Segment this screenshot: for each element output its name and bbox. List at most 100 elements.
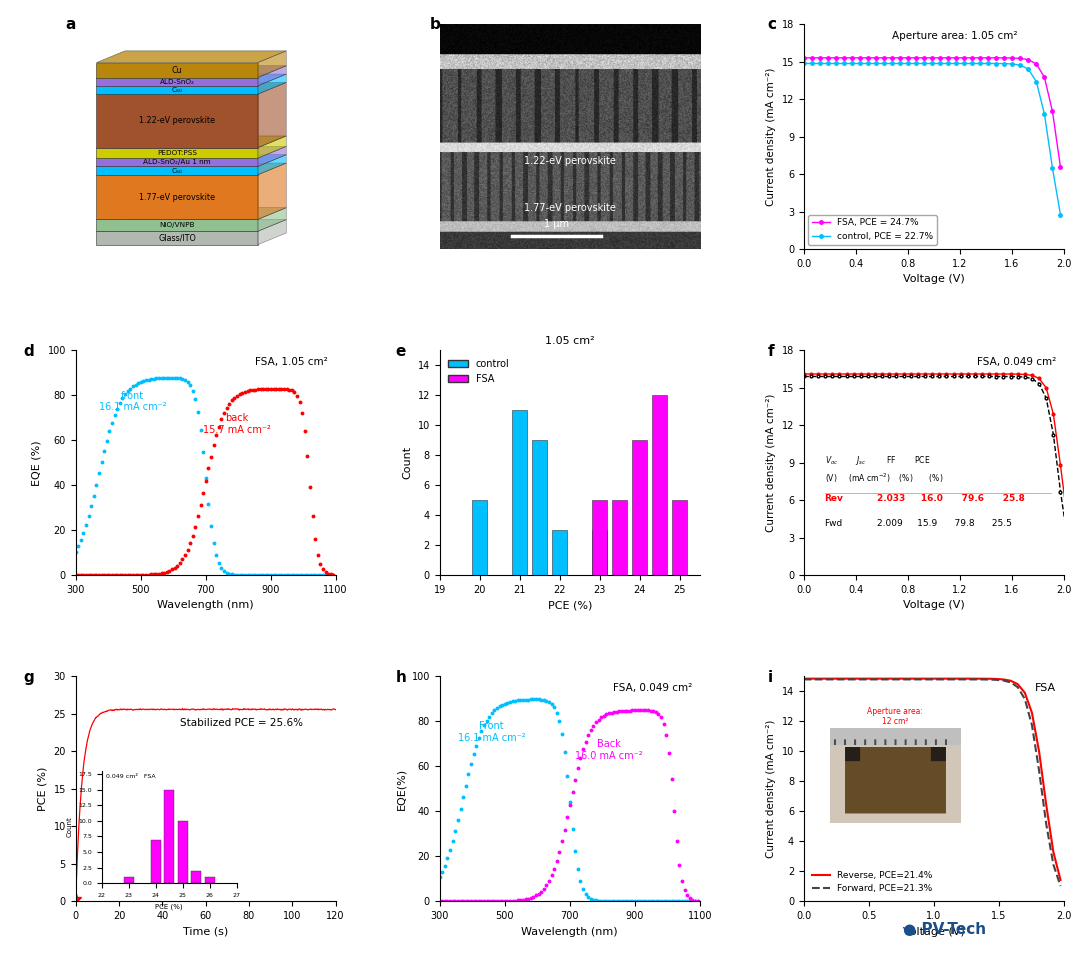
FSA, PCE = 24.7% <box>837 52 850 64</box>
Forward, PCE=21.3% <box>847 674 860 685</box>
Text: h: h <box>395 670 406 684</box>
FSA, PCE = 24.7% <box>853 52 866 64</box>
Polygon shape <box>258 163 286 220</box>
Forward, PCE=21.3% <box>904 674 917 685</box>
Text: back
15.7 mA cm⁻²: back 15.7 mA cm⁻² <box>203 414 271 435</box>
Text: 1.77-eV perovskite: 1.77-eV perovskite <box>139 193 215 201</box>
Forward, PCE=21.3% <box>997 675 1010 686</box>
FSA, PCE = 24.7% <box>974 52 987 64</box>
Forward, PCE=21.3% <box>1011 682 1024 693</box>
Rev <box>1054 460 1067 471</box>
Fwd <box>1011 371 1024 383</box>
Text: ALD-SnO₂: ALD-SnO₂ <box>160 79 194 85</box>
Text: Aperture area: 1.05 cm²: Aperture area: 1.05 cm² <box>892 31 1017 40</box>
Rev <box>961 368 974 380</box>
Rev <box>868 368 881 380</box>
Reverse, PCE=21.4% <box>862 673 875 684</box>
Y-axis label: Current density (mA cm⁻²): Current density (mA cm⁻²) <box>766 393 777 532</box>
Rev <box>904 368 917 380</box>
Legend: FSA, PCE = 24.7%, control, PCE = 22.7%: FSA, PCE = 24.7%, control, PCE = 22.7% <box>808 215 936 245</box>
Line: control, PCE = 22.7%: control, PCE = 22.7% <box>802 62 1063 217</box>
Reverse, PCE=21.4% <box>912 673 924 684</box>
Bar <box>652 395 667 576</box>
Rev <box>811 368 824 380</box>
Forward, PCE=21.3% <box>983 674 996 685</box>
Fwd <box>933 371 946 383</box>
control, PCE = 22.7% <box>806 58 819 69</box>
Text: b: b <box>429 17 441 33</box>
Polygon shape <box>96 74 286 86</box>
control, PCE = 22.7% <box>934 58 947 69</box>
Text: FSA: FSA <box>1035 683 1056 693</box>
Reverse, PCE=21.4% <box>933 673 946 684</box>
Reverse, PCE=21.4% <box>1004 675 1017 686</box>
control, PCE = 22.7% <box>1038 108 1051 120</box>
Text: g: g <box>24 670 35 684</box>
Rev <box>862 368 875 380</box>
Y-axis label: Count: Count <box>402 446 413 479</box>
Y-axis label: Current density (mA cm⁻²): Current density (mA cm⁻²) <box>766 720 777 858</box>
Fwd <box>797 371 810 383</box>
Text: 1.77-eV perovskite: 1.77-eV perovskite <box>524 202 616 213</box>
control, PCE = 22.7% <box>918 58 931 69</box>
Polygon shape <box>96 77 258 86</box>
Polygon shape <box>96 220 258 231</box>
Fwd <box>983 371 996 383</box>
FSA, PCE = 24.7% <box>902 52 915 64</box>
Polygon shape <box>96 86 258 94</box>
Reverse, PCE=21.4% <box>983 673 996 684</box>
Polygon shape <box>96 94 258 147</box>
FSA, PCE = 24.7% <box>878 52 891 64</box>
Forward, PCE=21.3% <box>876 674 889 685</box>
Forward, PCE=21.3% <box>1018 693 1031 705</box>
Polygon shape <box>96 167 258 174</box>
Polygon shape <box>258 66 286 86</box>
Text: Cu: Cu <box>172 66 183 74</box>
Forward, PCE=21.3% <box>897 674 910 685</box>
FSA, PCE = 24.7% <box>982 52 995 64</box>
Text: 1.05 cm²: 1.05 cm² <box>545 335 594 346</box>
Rev <box>840 368 853 380</box>
control, PCE = 22.7% <box>949 58 962 69</box>
Rev <box>1011 368 1024 380</box>
Reverse, PCE=21.4% <box>811 673 824 684</box>
Rev <box>797 368 810 380</box>
Fwd <box>1062 534 1075 546</box>
control, PCE = 22.7% <box>829 58 842 69</box>
Forward, PCE=21.3% <box>819 674 832 685</box>
Forward, PCE=21.3% <box>933 674 946 685</box>
Line: Reverse, PCE=21.4%: Reverse, PCE=21.4% <box>804 679 1061 880</box>
Rev <box>876 368 889 380</box>
Fwd <box>854 371 867 383</box>
Forward, PCE=21.3% <box>840 674 853 685</box>
Polygon shape <box>258 74 286 94</box>
Text: e: e <box>395 343 406 359</box>
X-axis label: Voltage (V): Voltage (V) <box>903 601 964 610</box>
Fwd <box>868 371 881 383</box>
Text: C₆₀: C₆₀ <box>172 87 183 94</box>
Fwd <box>1040 392 1053 404</box>
Forward, PCE=21.3% <box>1032 764 1045 776</box>
Forward, PCE=21.3% <box>1040 818 1053 830</box>
Text: Stabilized PCE = 25.6%: Stabilized PCE = 25.6% <box>179 718 302 728</box>
Fwd <box>840 371 853 383</box>
Polygon shape <box>96 154 286 167</box>
FSA, PCE = 24.7% <box>1005 52 1018 64</box>
Reverse, PCE=21.4% <box>805 673 818 684</box>
Bar <box>512 411 527 576</box>
Polygon shape <box>96 136 286 147</box>
Polygon shape <box>96 82 286 94</box>
Text: NiO/VNPB: NiO/VNPB <box>159 223 194 228</box>
Fwd <box>1026 373 1039 385</box>
Text: i: i <box>768 670 772 684</box>
Legend: Reverse, PCE=21.4%, Forward, PCE=21.3%: Reverse, PCE=21.4%, Forward, PCE=21.3% <box>808 867 936 897</box>
FSA, PCE = 24.7% <box>829 52 842 64</box>
Polygon shape <box>258 147 286 167</box>
Rev <box>940 368 953 380</box>
Reverse, PCE=21.4% <box>947 673 960 684</box>
Fwd <box>912 371 924 383</box>
X-axis label: Time (s): Time (s) <box>183 926 228 937</box>
Text: f: f <box>768 343 774 359</box>
Rev <box>897 368 910 380</box>
FSA, PCE = 24.7% <box>806 52 819 64</box>
